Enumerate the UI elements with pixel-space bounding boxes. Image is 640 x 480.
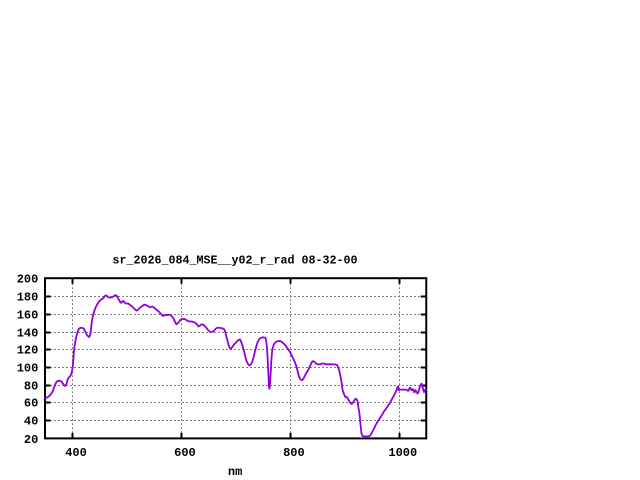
- svg-text:120: 120: [17, 344, 39, 358]
- svg-text:600: 600: [174, 446, 196, 460]
- svg-text:sr_2026_084_MSE__y02_r_rad 08-: sr_2026_084_MSE__y02_r_rad 08-32-00: [113, 254, 358, 268]
- svg-text:140: 140: [17, 327, 39, 341]
- svg-text:800: 800: [283, 446, 305, 460]
- svg-text:20: 20: [24, 433, 38, 447]
- svg-text:1000: 1000: [388, 446, 417, 460]
- svg-text:200: 200: [17, 273, 39, 287]
- svg-text:40: 40: [24, 415, 38, 429]
- svg-text:nm: nm: [228, 465, 242, 479]
- svg-text:80: 80: [24, 380, 38, 394]
- svg-text:400: 400: [65, 446, 87, 460]
- svg-text:60: 60: [24, 397, 38, 411]
- svg-text:180: 180: [17, 291, 39, 305]
- svg-text:100: 100: [17, 362, 39, 376]
- svg-text:160: 160: [17, 309, 39, 323]
